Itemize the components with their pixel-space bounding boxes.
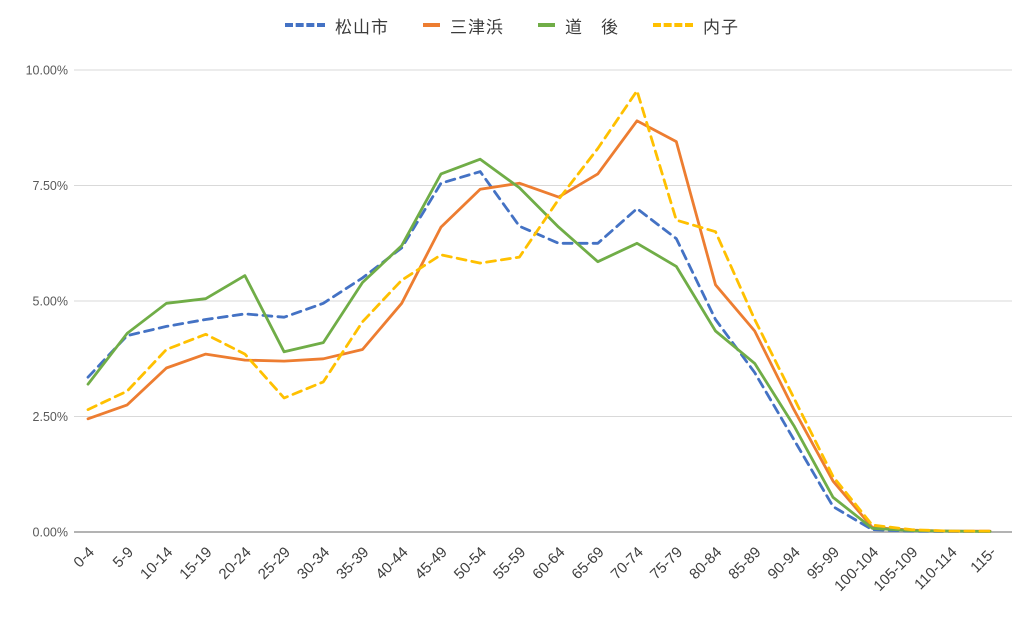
legend-swatch-dogo — [538, 23, 555, 27]
x-axis-tick-label: 105-109 — [870, 544, 921, 595]
x-axis-tick-label: 115- — [967, 544, 999, 576]
series-line-三津浜 — [86, 119, 992, 533]
legend-swatch-mitsuhama — [423, 23, 440, 27]
series-line-内子 — [86, 89, 992, 533]
legend-swatch-matsuyama — [285, 23, 325, 27]
x-axis-tick-label: 10-14 — [137, 544, 176, 583]
legend-label-dogo: 道 後 — [565, 17, 619, 37]
x-axis-tick-label: 40-44 — [372, 544, 411, 583]
legend-item-dogo: 道 後 — [538, 13, 619, 38]
legend: 松山市 三津浜 道 後 内子 — [0, 8, 1024, 42]
x-axis-tick-label: 45-49 — [412, 544, 451, 583]
y-axis-tick-label: 7.50% — [33, 179, 68, 193]
legend-swatch-uchiko — [653, 23, 693, 27]
x-axis-tick-label: 25-29 — [255, 544, 294, 583]
x-axis-tick-label: 30-34 — [294, 544, 333, 583]
series-line-道 後 — [86, 157, 992, 533]
x-axis-tick-label: 65-69 — [568, 544, 607, 583]
legend-label-matsuyama: 松山市 — [335, 17, 389, 37]
x-axis-tick-label: 5-9 — [110, 544, 137, 571]
y-axis-tick-label: 0.00% — [33, 526, 68, 540]
legend-label-uchiko: 内子 — [703, 17, 739, 37]
series-line-松山市 — [86, 170, 992, 533]
legend-label-mitsuhama: 三津浜 — [450, 17, 504, 37]
x-axis-tick-label: 50-54 — [451, 544, 490, 583]
x-axis-tick-label: 85-89 — [725, 544, 764, 583]
x-axis-tick-label: 110-114 — [911, 544, 960, 593]
y-axis-tick-label: 2.50% — [33, 410, 68, 424]
legend-item-matsuyama: 松山市 — [285, 13, 389, 38]
x-axis-tick-label: 60-64 — [529, 544, 568, 583]
x-axis-tick-label: 20-24 — [216, 544, 255, 583]
legend-item-mitsuhama: 三津浜 — [423, 13, 504, 38]
x-axis-tick-label: 0-4 — [70, 544, 97, 571]
x-axis-tick-label: 15-19 — [176, 544, 215, 583]
x-axis-tick-label: 70-74 — [608, 544, 647, 583]
y-axis-tick-label: 5.00% — [33, 295, 68, 309]
x-axis-tick-label: 80-84 — [686, 544, 725, 583]
x-axis-tick-label: 35-39 — [333, 544, 372, 583]
x-axis-tick-label: 75-79 — [647, 544, 686, 583]
y-axis-tick-label: 10.00% — [26, 64, 68, 78]
x-axis-tick-label: 55-59 — [490, 544, 529, 583]
x-axis-tick-label: 90-94 — [765, 544, 804, 583]
legend-item-uchiko: 内子 — [653, 13, 739, 38]
